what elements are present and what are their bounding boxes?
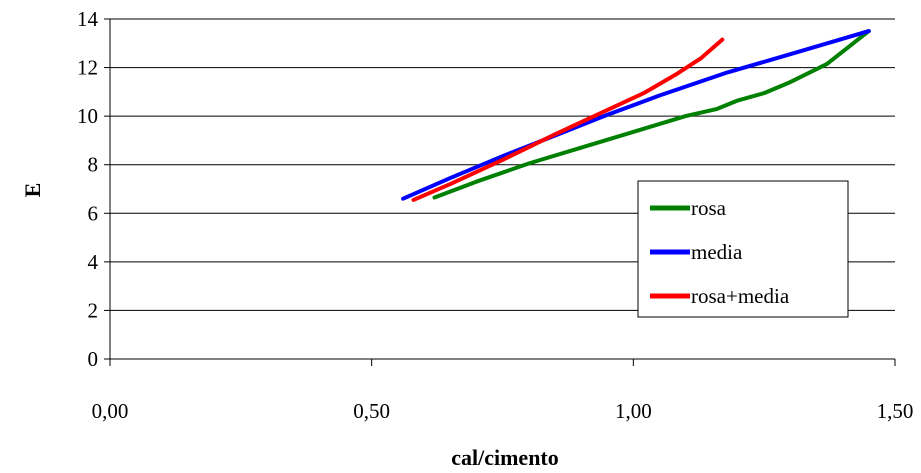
- y-tick-label: 6: [88, 201, 99, 225]
- y-axis-title: E: [20, 183, 45, 198]
- y-tick-labels: 0 2 4 6 8 10 12 14: [77, 7, 99, 371]
- legend-label: rosa: [691, 196, 727, 220]
- legend-label: rosa+media: [691, 284, 790, 308]
- x-tick-label: 0,50: [353, 399, 390, 423]
- x-axis-title: cal/cimento: [451, 445, 559, 470]
- y-tick-label: 2: [88, 298, 99, 322]
- legend: rosa media rosa+media: [637, 180, 849, 318]
- y-tick-label: 8: [88, 153, 99, 177]
- grid-lines: [110, 18, 895, 311]
- x-tick-label: 0,00: [92, 399, 129, 423]
- y-tick-label: 10: [77, 104, 98, 128]
- axes: [104, 18, 896, 366]
- y-tick-label: 4: [88, 250, 99, 274]
- y-tick-label: 0: [88, 347, 99, 371]
- legend-label: media: [691, 240, 743, 264]
- series-line-rosa-media: [411, 37, 725, 202]
- x-tick-labels: 0,00 0,50 1,00 1,50: [92, 399, 914, 423]
- y-tick-label: 12: [77, 56, 98, 80]
- series-lines: [401, 29, 871, 202]
- x-tick-label: 1,00: [615, 399, 652, 423]
- x-tick-label: 1,50: [877, 399, 914, 423]
- y-tick-label: 14: [77, 7, 99, 31]
- series-line-media: [401, 29, 871, 201]
- series-line-rosa: [432, 29, 871, 200]
